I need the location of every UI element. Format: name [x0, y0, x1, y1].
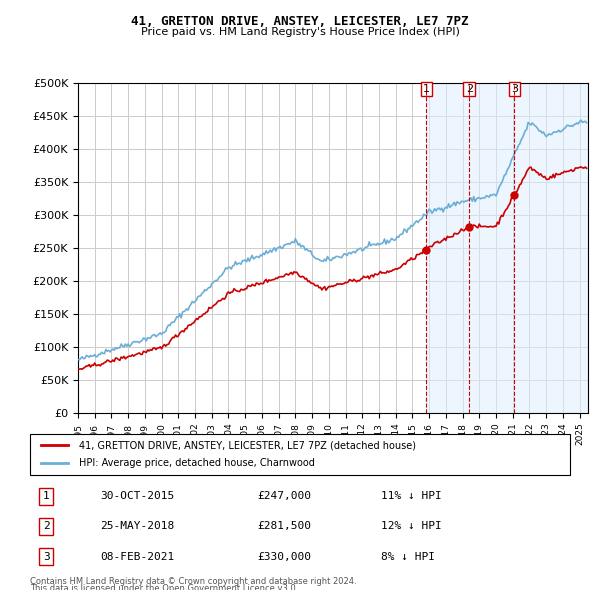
Text: 3: 3 — [511, 84, 518, 94]
Text: 11% ↓ HPI: 11% ↓ HPI — [381, 491, 442, 501]
Text: 8% ↓ HPI: 8% ↓ HPI — [381, 552, 435, 562]
Text: 41, GRETTON DRIVE, ANSTEY, LEICESTER, LE7 7PZ: 41, GRETTON DRIVE, ANSTEY, LEICESTER, LE… — [131, 15, 469, 28]
Bar — [427, 83, 588, 413]
Text: 3: 3 — [43, 552, 50, 562]
FancyBboxPatch shape — [30, 434, 570, 475]
Text: £330,000: £330,000 — [257, 552, 311, 562]
Text: 2: 2 — [466, 84, 473, 94]
Text: 30-OCT-2015: 30-OCT-2015 — [100, 491, 175, 501]
Text: This data is licensed under the Open Government Licence v3.0.: This data is licensed under the Open Gov… — [30, 584, 298, 590]
Text: 41, GRETTON DRIVE, ANSTEY, LEICESTER, LE7 7PZ (detached house): 41, GRETTON DRIVE, ANSTEY, LEICESTER, LE… — [79, 440, 416, 450]
Text: 2: 2 — [43, 522, 50, 532]
Text: 1: 1 — [43, 491, 50, 501]
Text: 08-FEB-2021: 08-FEB-2021 — [100, 552, 175, 562]
Text: £281,500: £281,500 — [257, 522, 311, 532]
Text: 25-MAY-2018: 25-MAY-2018 — [100, 522, 175, 532]
Text: 12% ↓ HPI: 12% ↓ HPI — [381, 522, 442, 532]
Text: HPI: Average price, detached house, Charnwood: HPI: Average price, detached house, Char… — [79, 458, 314, 468]
Text: Price paid vs. HM Land Registry's House Price Index (HPI): Price paid vs. HM Land Registry's House … — [140, 27, 460, 37]
Text: Contains HM Land Registry data © Crown copyright and database right 2024.: Contains HM Land Registry data © Crown c… — [30, 577, 356, 586]
Text: £247,000: £247,000 — [257, 491, 311, 501]
Text: 1: 1 — [423, 84, 430, 94]
